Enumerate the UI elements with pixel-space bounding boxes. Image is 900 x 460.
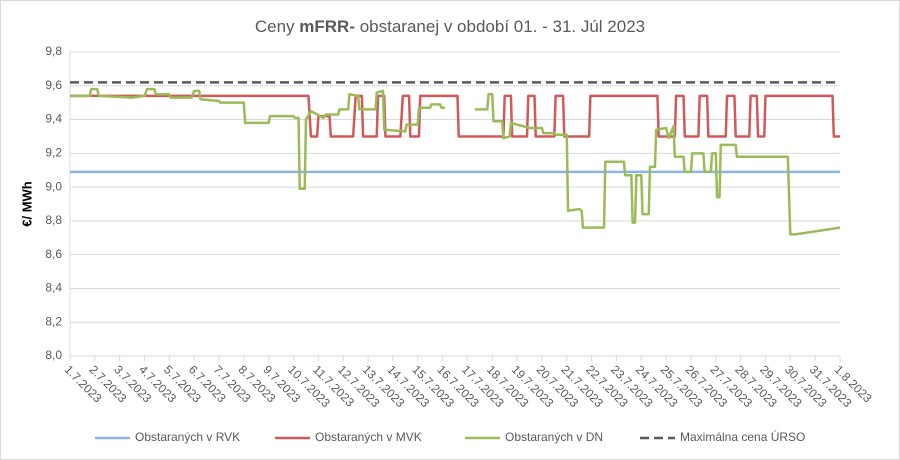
y-tick-label: 8,2 [45, 314, 62, 328]
title-part: mFRR- [299, 17, 355, 36]
title-part: obstaranej v období 01. - 31. Júl 2023 [355, 17, 645, 36]
y-tick-label: 8,4 [45, 281, 62, 295]
y-tick-label: 8,0 [45, 348, 62, 362]
y-tick-label: 9,0 [45, 179, 62, 193]
legend-label: Obstaraných v MVK [315, 430, 422, 444]
legend-label: Obstaraných v RVK [135, 430, 240, 444]
y-tick-label: 8,6 [45, 247, 62, 261]
y-tick-label: 9,6 [45, 78, 62, 92]
title-part: Ceny [255, 17, 299, 36]
series-line [70, 87, 841, 236]
legend-label: Maximálna cena ÚRSO [680, 429, 805, 444]
chart-title: Ceny mFRR- obstaranej v období 01. - 31.… [255, 17, 645, 36]
y-axis-label: €/ MWh [19, 181, 34, 227]
y-tick-label: 9,8 [45, 44, 62, 58]
y-tick-label: 9,4 [45, 112, 62, 126]
legend-label: Obstaraných v DN [505, 430, 603, 444]
y-tick-label: 9,2 [45, 146, 62, 160]
y-tick-label: 8,8 [45, 213, 62, 227]
series-line [70, 94, 840, 138]
